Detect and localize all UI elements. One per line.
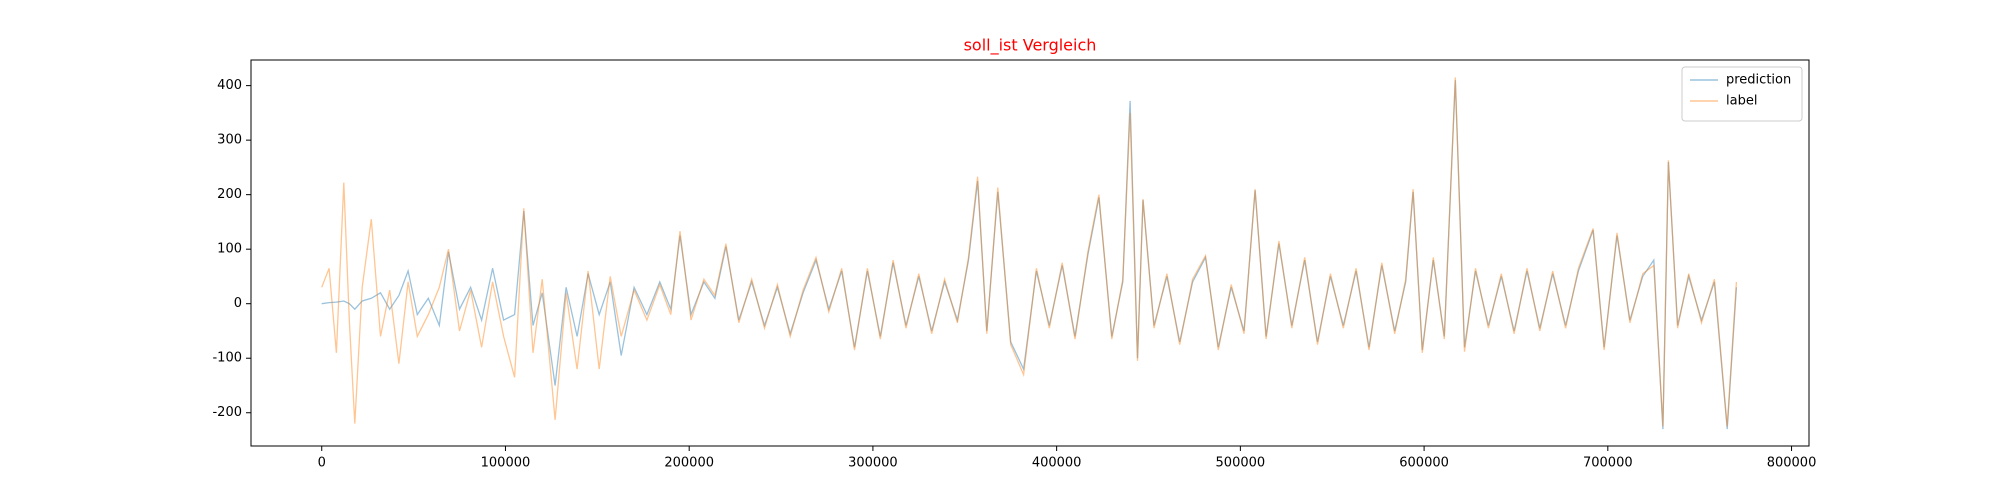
chart-title: soll_ist Vergleich <box>964 36 1097 56</box>
y-tick-label: 400 <box>217 78 242 93</box>
series-line <box>321 77 1738 427</box>
series-line <box>321 80 1738 430</box>
x-tick-label: 600000 <box>1399 456 1449 471</box>
y-tick-label: -200 <box>212 405 242 420</box>
x-tick-label: 700000 <box>1583 456 1633 471</box>
x-tick-label: 400000 <box>1032 456 1082 471</box>
y-tick-label: 100 <box>217 242 242 257</box>
y-tick-label: 300 <box>217 133 242 148</box>
x-tick-label: 300000 <box>848 456 898 471</box>
x-tick-label: 800000 <box>1767 456 1817 471</box>
y-tick-label: 0 <box>234 296 242 311</box>
y-tick-label: 200 <box>217 187 242 202</box>
x-tick-label: 200000 <box>664 456 714 471</box>
x-tick-label: 0 <box>318 456 326 471</box>
legend-box <box>1681 66 1803 122</box>
x-tick-label: 100000 <box>481 456 531 471</box>
legend-label: label <box>1726 94 1757 109</box>
y-tick-label: -100 <box>212 351 242 366</box>
legend-label: prediction <box>1726 73 1791 88</box>
x-tick-label: 500000 <box>1216 456 1266 471</box>
plot-frame <box>250 59 1810 447</box>
